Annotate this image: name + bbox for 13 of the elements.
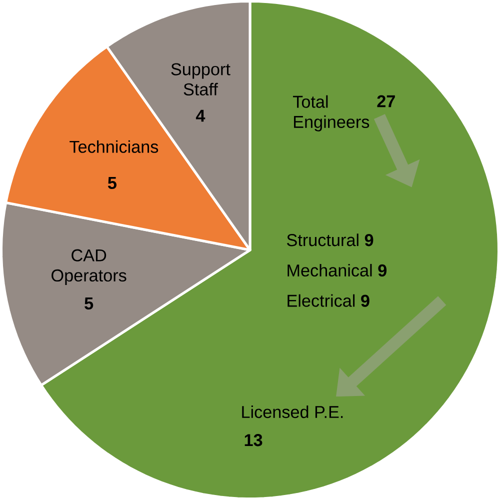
text: Structural 9 [287,234,374,246]
slice-label: Total Engineers [292,95,370,132]
slice-label: CAD Operators [52,249,126,285]
data-label: 27 [377,95,395,108]
slice-label: Technicians [70,140,158,153]
text: Electrical 9 [288,294,370,307]
data-label: 5 [108,177,116,189]
text: Licensed P.E. [242,406,343,418]
text: 13 [244,434,262,446]
text: Mechanical 9 [288,264,387,277]
data-label: 4 [196,110,206,122]
data-label: 5 [84,298,94,310]
slice-label: Support Staff [171,63,230,96]
